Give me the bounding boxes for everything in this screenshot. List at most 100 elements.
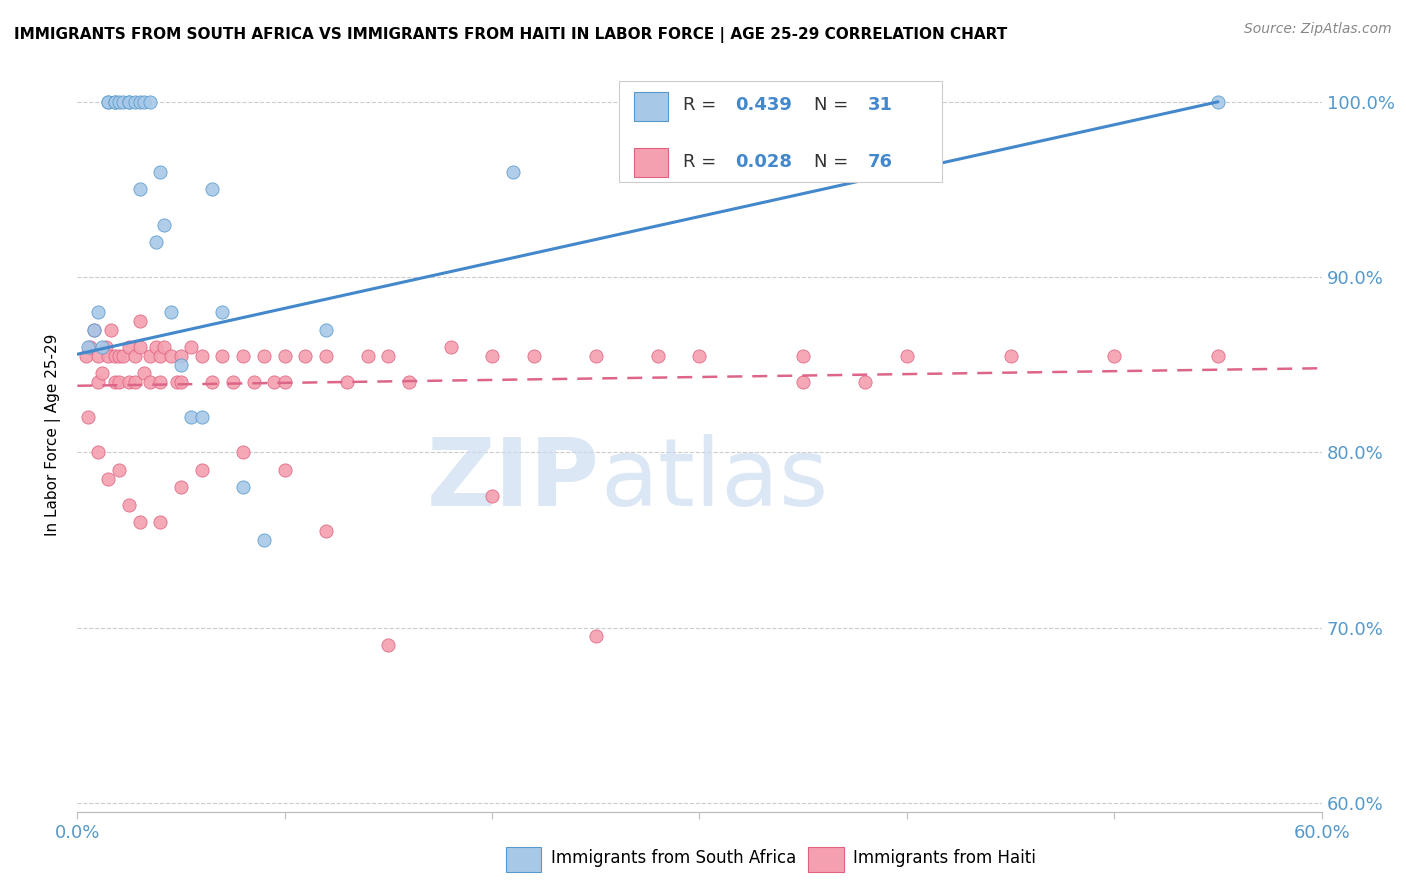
Text: R =: R = — [683, 96, 723, 114]
Point — [1206, 349, 1229, 363]
Point — [83, 323, 105, 337]
Point — [180, 410, 202, 425]
Point — [132, 367, 155, 381]
Point — [75, 349, 97, 363]
Point — [170, 358, 193, 372]
Point — [357, 349, 380, 363]
Point — [83, 323, 105, 337]
Point — [118, 340, 141, 354]
Point — [294, 349, 316, 363]
Point — [107, 95, 129, 109]
Point — [139, 349, 162, 363]
Point — [585, 629, 607, 643]
Point — [170, 480, 193, 494]
Point — [118, 376, 141, 390]
Point — [87, 305, 110, 319]
Point — [585, 349, 607, 363]
Point — [153, 218, 176, 232]
Point — [180, 340, 202, 354]
Point — [159, 305, 181, 319]
Point — [87, 445, 110, 459]
Point — [87, 376, 110, 390]
Point — [124, 376, 146, 390]
Point — [232, 480, 254, 494]
Point — [87, 349, 110, 363]
FancyBboxPatch shape — [634, 148, 668, 178]
Point — [79, 340, 101, 354]
Point — [139, 95, 162, 109]
FancyBboxPatch shape — [619, 80, 942, 182]
Point — [170, 349, 193, 363]
Point — [273, 376, 295, 390]
Point — [104, 95, 127, 109]
Point — [481, 349, 503, 363]
Text: N =: N = — [814, 96, 853, 114]
Point — [1206, 95, 1229, 109]
Point — [111, 95, 134, 109]
Point — [118, 95, 141, 109]
Point — [502, 165, 524, 179]
Point — [96, 340, 118, 354]
Point — [97, 95, 120, 109]
Point — [107, 349, 129, 363]
Point — [253, 533, 276, 547]
Point — [97, 95, 120, 109]
Point — [689, 349, 711, 363]
Point — [523, 349, 546, 363]
Point — [170, 376, 193, 390]
Point — [232, 445, 254, 459]
Point — [211, 349, 233, 363]
FancyBboxPatch shape — [634, 92, 668, 120]
Y-axis label: In Labor Force | Age 25-29: In Labor Force | Age 25-29 — [45, 334, 62, 536]
Point — [128, 516, 150, 530]
Point — [201, 182, 224, 196]
Point — [128, 340, 150, 354]
Point — [896, 349, 918, 363]
Point — [124, 95, 146, 109]
Point — [315, 524, 337, 539]
Point — [153, 340, 176, 354]
Text: atlas: atlas — [600, 434, 828, 526]
Text: N =: N = — [814, 153, 853, 171]
Point — [211, 305, 233, 319]
Point — [647, 349, 669, 363]
Point — [253, 349, 276, 363]
Point — [118, 498, 141, 512]
Point — [1000, 349, 1022, 363]
Point — [190, 349, 214, 363]
Point — [315, 323, 337, 337]
Point — [273, 349, 295, 363]
Text: Immigrants from Haiti: Immigrants from Haiti — [853, 849, 1036, 867]
Point — [145, 340, 167, 354]
Text: R =: R = — [683, 153, 723, 171]
Text: 0.028: 0.028 — [735, 153, 793, 171]
Point — [100, 323, 122, 337]
Point — [149, 165, 172, 179]
Point — [481, 489, 503, 503]
Point — [377, 349, 399, 363]
Point — [855, 376, 877, 390]
Point — [336, 376, 359, 390]
Point — [91, 367, 114, 381]
Point — [149, 376, 172, 390]
Point — [232, 349, 254, 363]
Point — [190, 410, 214, 425]
Point — [166, 376, 188, 390]
Point — [377, 638, 399, 652]
Point — [104, 376, 127, 390]
Point — [118, 95, 141, 109]
Point — [132, 95, 155, 109]
Point — [145, 235, 167, 249]
Point — [111, 349, 134, 363]
Point — [97, 472, 120, 486]
Point — [107, 376, 129, 390]
Point — [159, 349, 181, 363]
Point — [398, 376, 420, 390]
Point — [128, 95, 150, 109]
Point — [149, 516, 172, 530]
Point — [97, 349, 120, 363]
Text: 31: 31 — [868, 96, 893, 114]
Point — [76, 340, 98, 354]
Text: IMMIGRANTS FROM SOUTH AFRICA VS IMMIGRANTS FROM HAITI IN LABOR FORCE | AGE 25-29: IMMIGRANTS FROM SOUTH AFRICA VS IMMIGRAN… — [14, 27, 1007, 43]
Point — [1102, 349, 1125, 363]
